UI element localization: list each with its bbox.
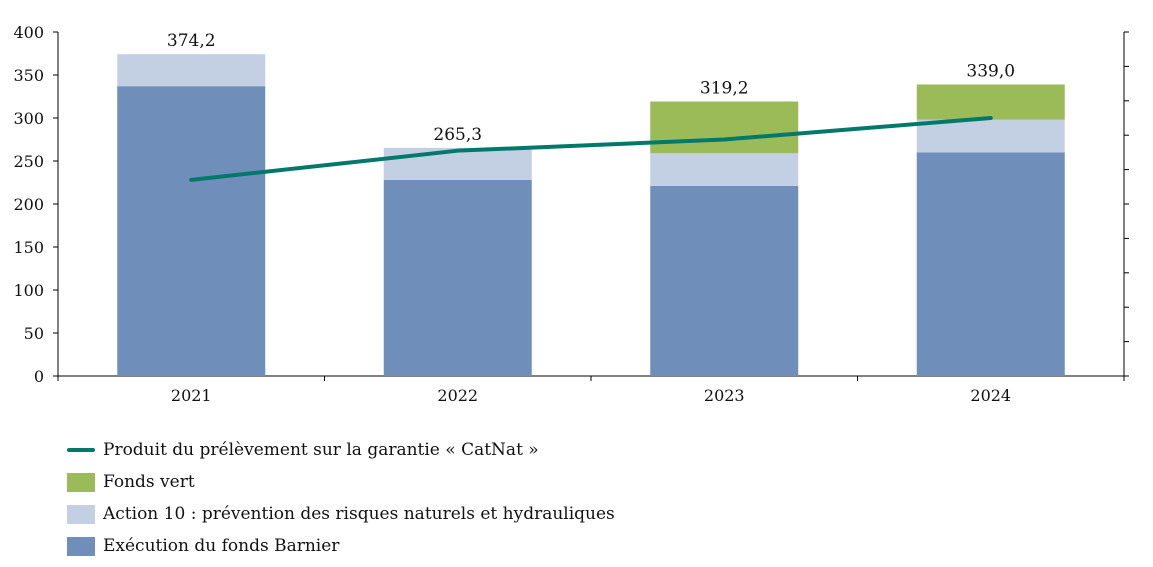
bar-2023-series-2 bbox=[650, 101, 799, 154]
data-label-total: 374,2 bbox=[167, 31, 216, 51]
data-label-total: 265,3 bbox=[433, 125, 482, 145]
y-tick-label: 100 bbox=[13, 281, 44, 300]
legend: Produit du prélèvement sur la garantie «… bbox=[67, 434, 615, 562]
legend-swatch-catnat bbox=[67, 448, 95, 452]
bar-2022-series-1 bbox=[383, 147, 532, 180]
y-tick-label: 400 bbox=[13, 23, 44, 42]
y-tick-label: 150 bbox=[13, 238, 44, 257]
bar-2023-series-1 bbox=[650, 153, 799, 186]
bar-2024-series-1 bbox=[916, 119, 1065, 153]
legend-label-fonds-vert: Fonds vert bbox=[103, 472, 195, 492]
legend-label-action-10: Action 10 : prévention des risques natur… bbox=[103, 504, 615, 524]
data-label-total: 339,0 bbox=[966, 61, 1015, 81]
legend-swatch-barnier bbox=[67, 536, 95, 556]
y-tick-label: 250 bbox=[13, 152, 44, 171]
chart: 0 50 100 150 200 250 300 350 400 2021 374,2 2022 265… bbox=[13, 23, 1129, 405]
legend-swatch-fonds-vert bbox=[67, 472, 95, 492]
x-tick-label: 2021 bbox=[171, 386, 212, 405]
y-tick-label: 350 bbox=[13, 66, 44, 85]
y-tick-label: 200 bbox=[13, 195, 44, 214]
bar-2024-series-2 bbox=[916, 84, 1065, 120]
legend-item-catnat: Produit du prélèvement sur la garantie «… bbox=[67, 434, 615, 466]
data-label-total: 319,2 bbox=[700, 78, 749, 98]
legend-item-fonds-vert: Fonds vert bbox=[67, 466, 615, 498]
bar-2021-series-1 bbox=[117, 54, 266, 87]
y-tick-label: 300 bbox=[13, 109, 44, 128]
legend-swatch-action-10 bbox=[67, 504, 95, 524]
bar-2024-series-0 bbox=[916, 152, 1065, 376]
legend-label-catnat: Produit du prélèvement sur la garantie «… bbox=[103, 440, 539, 460]
y-tick-label: 50 bbox=[24, 324, 44, 343]
legend-item-barnier: Exécution du fonds Barnier bbox=[67, 530, 615, 562]
line-series-catnat bbox=[189, 116, 993, 182]
x-tick-label: 2023 bbox=[704, 386, 745, 405]
x-tick-label: 2022 bbox=[437, 386, 478, 405]
bar-2023-series-0 bbox=[650, 185, 799, 376]
y-tick-label: 0 bbox=[34, 367, 44, 386]
legend-item-action-10: Action 10 : prévention des risques natur… bbox=[67, 498, 615, 530]
x-tick-label: 2024 bbox=[970, 386, 1011, 405]
bar-2022-series-0 bbox=[383, 179, 532, 376]
legend-label-barnier: Exécution du fonds Barnier bbox=[103, 536, 340, 556]
bar-2021-series-0 bbox=[117, 86, 266, 377]
